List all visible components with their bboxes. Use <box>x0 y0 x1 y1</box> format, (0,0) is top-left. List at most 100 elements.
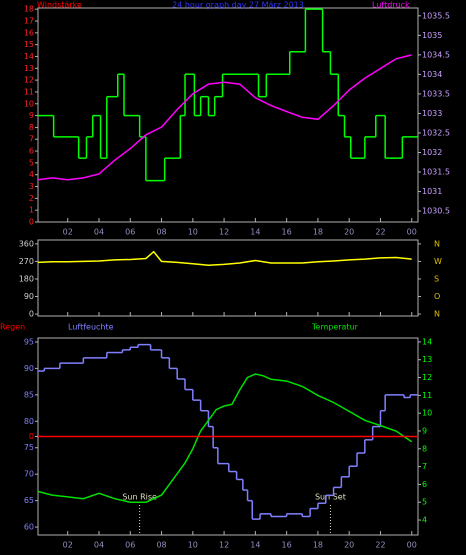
x-tick-label: 06 <box>125 228 135 237</box>
y-tick-label: 1030.5 <box>422 207 450 216</box>
x-tick-label: 12 <box>219 228 229 237</box>
ylabel-label: Windstärke <box>37 1 82 10</box>
x-tick-label: 02 <box>63 228 73 237</box>
x-tick-label: 00 <box>407 228 417 237</box>
y-tick-label: 270 <box>19 257 34 266</box>
y-tick-label: 8 <box>422 444 427 453</box>
y-tick-label: 3 <box>29 182 34 191</box>
annotation: Sun Set <box>315 493 346 502</box>
x-tick-label: 04 <box>94 541 104 550</box>
ylabel-label: Temperatur <box>311 323 359 332</box>
x-tick-label: 22 <box>375 228 385 237</box>
y-tick-label: 60 <box>24 523 34 532</box>
series <box>38 373 413 503</box>
y-tick-label: 1032.5 <box>422 128 450 137</box>
x-tick-label: 20 <box>344 228 354 237</box>
x-tick-label: 08 <box>156 541 166 550</box>
x-tick-label: 04 <box>94 228 104 237</box>
y-tick-label: 16 <box>24 28 34 37</box>
series <box>38 8 418 182</box>
x-tick-label: 22 <box>375 541 385 550</box>
y-tick-label: 5 <box>29 158 34 167</box>
series <box>38 343 418 520</box>
y-tick-label: 180 <box>19 274 34 283</box>
y-tick-label: 14 <box>422 337 432 346</box>
y-tick-label: 7 <box>422 462 427 471</box>
series-line <box>38 250 412 267</box>
ylabel-label: Luftfeuchte <box>68 323 114 332</box>
y-tick-label: 75 <box>24 443 34 452</box>
x-tick-label: 16 <box>282 228 292 237</box>
y-tick-label: 1033 <box>422 109 442 118</box>
y-tick-label: 85 <box>24 390 34 399</box>
y-tick-label: 12 <box>422 373 432 382</box>
y-tick-label: 80 <box>24 417 34 426</box>
y-tick-label: 0 <box>29 218 34 227</box>
y-tick-label: 65 <box>24 496 34 505</box>
title-label: 24 hour graph day 27 März 2013 <box>172 1 304 10</box>
y-tick-label: 11 <box>24 87 34 96</box>
plot-frame <box>37 239 419 317</box>
x-tick-label: 14 <box>250 541 260 550</box>
ylabel-label: Luftdruck <box>372 1 410 10</box>
y-tick-label: 90 <box>24 292 34 301</box>
y-tick-label: 1035.5 <box>422 11 450 20</box>
x-tick-label: 10 <box>188 541 198 550</box>
y-tick-label: 1033.5 <box>422 89 450 98</box>
y-tick-label: 90 <box>24 364 34 373</box>
y-tick-label: 1034 <box>422 70 442 79</box>
y-tick-label: 1034.5 <box>422 50 450 59</box>
y-tick-label: 2 <box>29 194 34 203</box>
y-tick-label: 360 <box>19 239 34 248</box>
y-tick-label: 9 <box>29 111 34 120</box>
x-tick-label: 08 <box>156 228 166 237</box>
y-tick-label: 14 <box>24 52 34 61</box>
y-tick-label: 1031.5 <box>422 168 450 177</box>
y-tick-label: 10 <box>24 99 34 108</box>
y-tick-label: 1032 <box>422 148 442 157</box>
y-tick-label: 7 <box>29 135 34 144</box>
y-tick-label: 18 <box>24 5 34 14</box>
ylabel-label: Regen <box>0 323 25 332</box>
y-tick-label: 95 <box>24 337 34 346</box>
y-tick-label: W <box>434 257 442 266</box>
y-tick-label: 1031 <box>422 187 442 196</box>
y-tick-label: S <box>434 274 439 283</box>
y-tick-label: 70 <box>24 470 34 479</box>
y-tick-label: 17 <box>24 17 34 26</box>
annotation: Sun Rise <box>122 493 157 502</box>
y-tick-label: 4 <box>422 516 427 525</box>
x-tick-label: 10 <box>188 228 198 237</box>
y-tick-label: 0 <box>29 432 34 441</box>
x-tick-label: 20 <box>344 541 354 550</box>
series-line <box>38 373 413 503</box>
y-tick-label: 5 <box>422 498 427 507</box>
y-tick-label: 1035 <box>422 31 442 40</box>
plot-frame <box>37 7 419 223</box>
x-tick-label: 14 <box>250 228 260 237</box>
y-tick-label: O <box>434 292 440 301</box>
y-tick-label: N <box>434 310 440 319</box>
x-tick-label: 18 <box>313 541 323 550</box>
x-tick-label: 00 <box>407 541 417 550</box>
y-tick-label: 13 <box>422 355 432 364</box>
x-tick-label: 18 <box>313 228 323 237</box>
x-tick-label: 06 <box>125 541 135 550</box>
y-tick-label: 15 <box>24 40 34 49</box>
y-tick-label: 6 <box>422 480 427 489</box>
x-tick-label: 12 <box>219 541 229 550</box>
y-tick-label: 8 <box>29 123 34 132</box>
y-tick-label: 11 <box>422 391 432 400</box>
y-tick-label: N <box>434 239 440 248</box>
series <box>38 54 412 181</box>
y-tick-label: 6 <box>29 147 34 156</box>
y-tick-label: 4 <box>29 170 34 179</box>
series <box>38 250 412 267</box>
y-tick-label: 1 <box>29 206 34 215</box>
x-tick-label: 16 <box>282 541 292 550</box>
x-tick-label: 02 <box>63 541 73 550</box>
y-tick-label: 9 <box>422 426 427 435</box>
y-tick-label: 12 <box>24 76 34 85</box>
series-line <box>38 54 412 181</box>
